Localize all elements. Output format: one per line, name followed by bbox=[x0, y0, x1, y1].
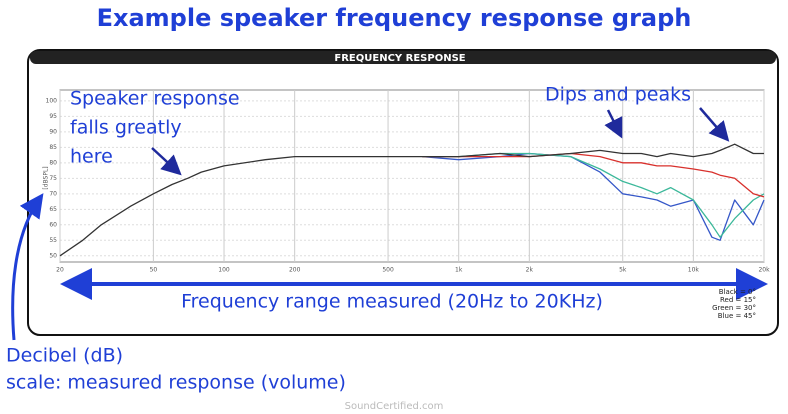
y-tick-label: 55 bbox=[49, 237, 57, 244]
x-tick-label: 20 bbox=[56, 267, 64, 274]
legend-entry: Blue = 45° bbox=[718, 312, 756, 320]
frame bbox=[27, 49, 779, 336]
arrow bbox=[604, 109, 623, 139]
y-axis-label: [dBSPL] bbox=[43, 166, 50, 189]
y-tick-label: 65 bbox=[49, 206, 57, 213]
annotation: here bbox=[70, 146, 113, 168]
y-tick-label: 75 bbox=[49, 175, 57, 182]
legend-entry: Red = 15° bbox=[720, 296, 756, 304]
y-tick-label: 85 bbox=[49, 144, 57, 151]
header-band bbox=[30, 51, 776, 64]
series-line bbox=[59, 143, 764, 257]
y-tick-label: 80 bbox=[49, 159, 57, 166]
annotation: Frequency range measured (20Hz to 20KHz) bbox=[181, 291, 603, 313]
x-tick-label: 20k bbox=[758, 267, 770, 274]
chart-title: FREQUENCY RESPONSE bbox=[334, 53, 465, 64]
legend-entry: Black = 0° bbox=[719, 288, 756, 296]
arrow bbox=[11, 193, 44, 341]
legend-entry: Green = 30° bbox=[712, 304, 756, 312]
y-tick-label: 50 bbox=[49, 252, 57, 259]
watermark: SoundCertified.com bbox=[345, 401, 444, 412]
x-tick-label: 10k bbox=[688, 267, 700, 274]
y-tick-label: 100 bbox=[46, 97, 58, 104]
x-tick-label: 2k bbox=[526, 267, 534, 274]
y-tick-label: 60 bbox=[49, 221, 57, 228]
series-line bbox=[422, 152, 765, 198]
annotation: scale: measured response (volume) bbox=[6, 372, 346, 394]
annotation: Dips and peaks bbox=[545, 84, 691, 106]
annotation: falls greatly bbox=[70, 117, 182, 139]
annotation: Speaker response bbox=[70, 88, 240, 110]
x-tick-label: 500 bbox=[382, 267, 394, 274]
y-tick-label: 90 bbox=[49, 128, 57, 135]
series-line bbox=[422, 152, 765, 238]
page-title: Example speaker frequency response graph bbox=[97, 4, 692, 32]
arrow bbox=[151, 147, 182, 176]
annotation: Decibel (dB) bbox=[6, 345, 123, 367]
y-tick-label: 95 bbox=[49, 113, 57, 120]
x-tick-label: 5k bbox=[619, 267, 627, 274]
x-tick-label: 1k bbox=[455, 267, 463, 274]
x-tick-label: 50 bbox=[150, 267, 158, 274]
x-tick-label: 200 bbox=[289, 267, 301, 274]
x-tick-label: 100 bbox=[218, 267, 230, 274]
y-tick-label: 70 bbox=[49, 190, 57, 197]
arrow bbox=[699, 107, 730, 142]
